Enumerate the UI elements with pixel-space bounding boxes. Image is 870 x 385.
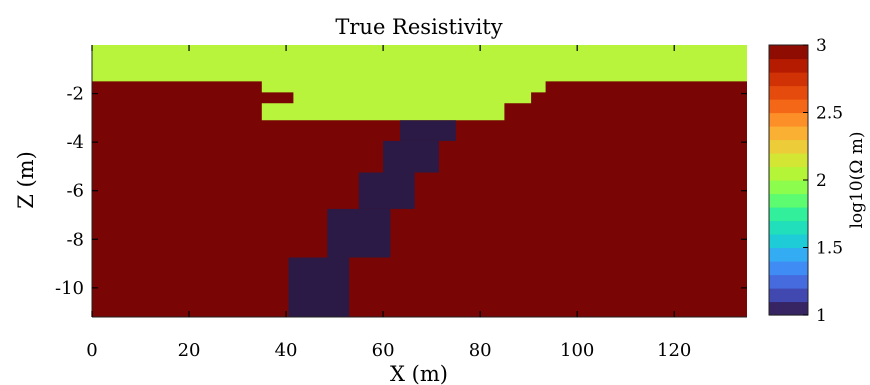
- colorbar-tick-label: 1.5: [816, 239, 843, 259]
- colorbar-level-11: [769, 153, 808, 168]
- colorbar-level-12: [769, 139, 808, 154]
- colorbar-level-14: [769, 112, 808, 127]
- colorbar-level-15: [769, 99, 808, 114]
- x-tick-label: 60: [372, 340, 395, 361]
- colorbar-tick-label: 1: [816, 306, 827, 326]
- x-tick-label: 40: [275, 340, 298, 361]
- colorbar-level-17: [769, 72, 808, 87]
- colorbar-level-2: [769, 274, 808, 289]
- colorbar-tick-label: 2.5: [816, 104, 843, 124]
- x-tick-label: 100: [560, 340, 594, 361]
- y-axis-label: Z (m): [14, 151, 38, 209]
- conductor-block-3: [327, 208, 391, 258]
- conductor-block-4: [288, 257, 350, 317]
- colorbar-tick-label: 3: [816, 36, 827, 56]
- colorbar-level-10: [769, 166, 808, 181]
- chart-title: True Resistivity: [335, 15, 502, 39]
- colorbar-level-3: [769, 261, 808, 276]
- colorbar-level-16: [769, 85, 808, 100]
- colorbar-level-18: [769, 58, 808, 73]
- region-surface-layer: [92, 45, 747, 121]
- x-tick-label: 120: [657, 340, 691, 361]
- colorbar-level-9: [769, 180, 808, 195]
- colorbar-level-13: [769, 126, 808, 141]
- x-axis-label: X (m): [390, 362, 448, 385]
- colorbar-tick-label: 2: [816, 171, 827, 191]
- y-tick-label: -6: [66, 181, 84, 202]
- conductor-block-0: [400, 120, 456, 141]
- y-tick-label: -2: [66, 84, 84, 105]
- colorbar-level-6: [769, 220, 808, 235]
- y-tick-label: -4: [66, 132, 84, 153]
- colorbar-level-4: [769, 247, 808, 262]
- colorbar-level-7: [769, 207, 808, 222]
- colorbar-level-5: [769, 234, 808, 249]
- colorbar: 1 1.5 2 2.5 3: [768, 36, 843, 326]
- colorbar-level-0: [769, 301, 808, 316]
- y-tick-label: -8: [66, 229, 84, 250]
- y-tick-label: -10: [55, 278, 84, 299]
- conductor-block-2: [358, 172, 415, 209]
- colorbar-label: log10(Ω m): [847, 131, 867, 228]
- x-tick-label: 0: [86, 340, 97, 361]
- colorbar-level-1: [769, 288, 808, 303]
- plot-area: 0 20 40 60 80 100 120 -2 -4 -6 -8 -10: [55, 45, 747, 361]
- x-tick-label: 20: [178, 340, 201, 361]
- colorbar-level-19: [769, 45, 808, 60]
- conductor-block-1: [383, 140, 439, 173]
- colorbar-level-8: [769, 193, 808, 208]
- x-tick-label: 80: [469, 340, 492, 361]
